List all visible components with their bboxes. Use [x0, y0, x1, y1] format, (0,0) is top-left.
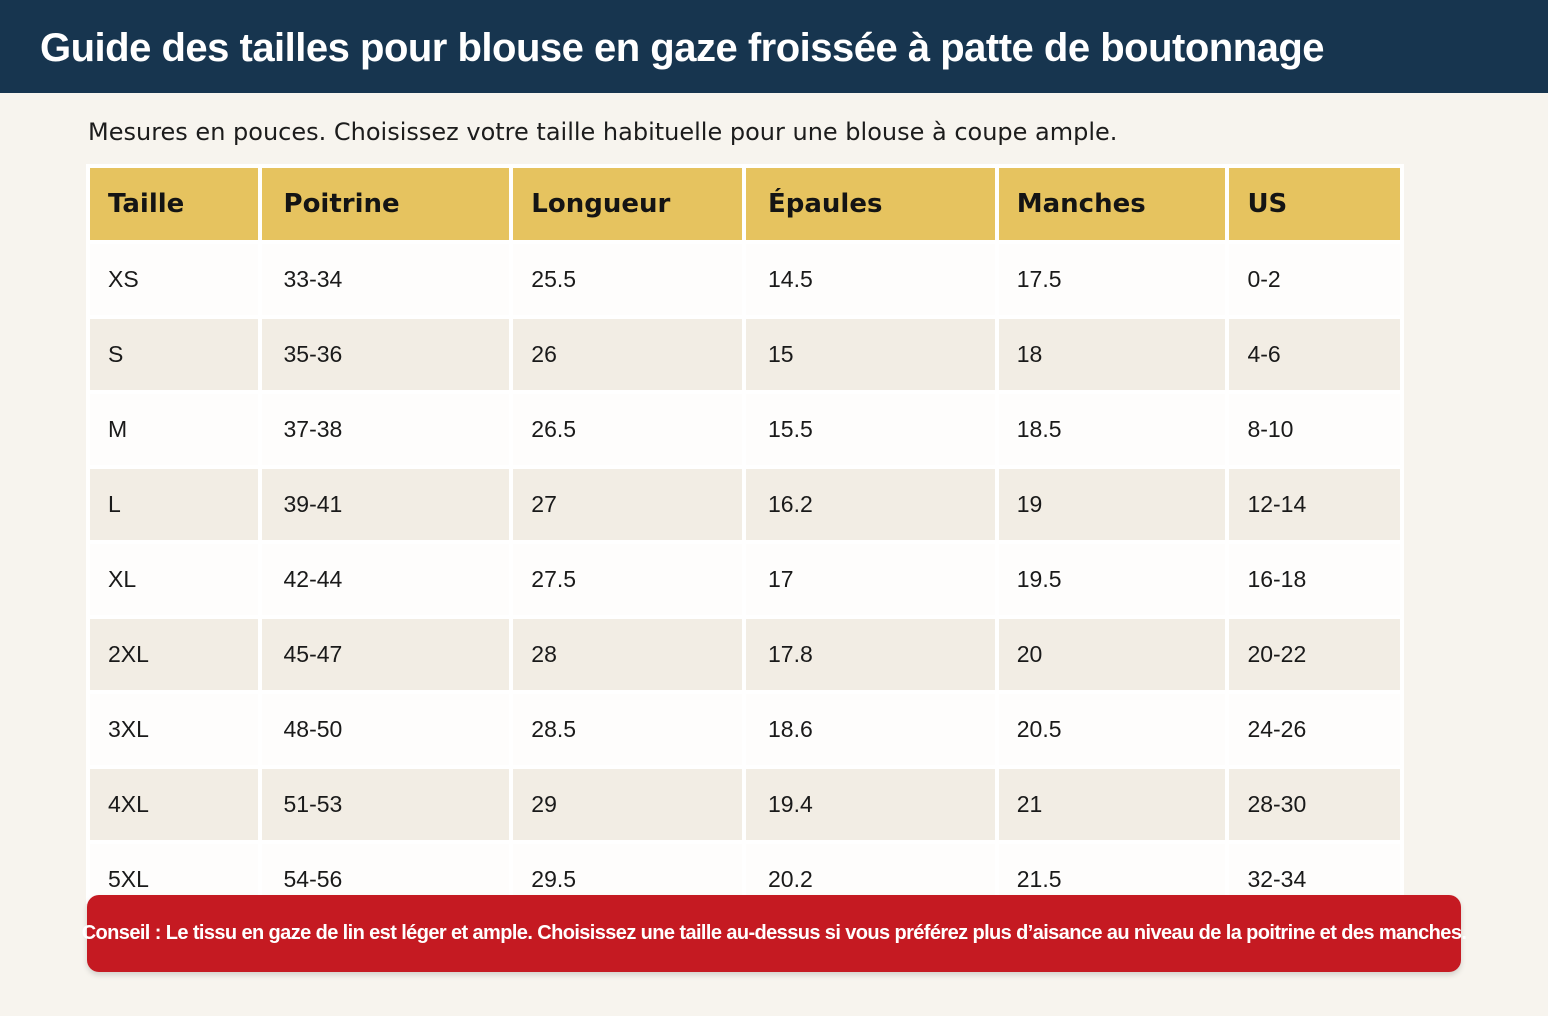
cell-taille: XS: [90, 244, 258, 315]
cell-epaules: 17: [745, 544, 995, 615]
cell-poitrine: 45-47: [261, 619, 510, 690]
cell-us: 24-26: [1229, 694, 1400, 765]
cell-manches: 21: [998, 769, 1226, 840]
cell-manches: 19: [998, 469, 1226, 540]
page-title: Guide des tailles pour blouse en gaze fr…: [40, 26, 1325, 70]
cell-poitrine: 48-50: [261, 694, 510, 765]
tip-text: Conseil : Le tissu en gaze de lin est lé…: [81, 922, 1467, 944]
cell-longueur: 27: [513, 469, 742, 540]
table-body: XS 33-34 25.5 14.5 17.5 0-2 S 35-36 26 15 18 4-6 M 37…: [90, 244, 1400, 904]
cell-taille: M: [90, 394, 258, 465]
table-row: XL 42-44 27.5 17 19.5 16-18: [90, 544, 1400, 615]
cell-epaules: 20.2: [745, 844, 995, 904]
cell-manches: 21.5: [998, 844, 1226, 904]
cell-longueur: 27.5: [513, 544, 742, 615]
table-row: M 37-38 26.5 15.5 18.5 8-10: [90, 394, 1400, 465]
cell-taille: XL: [90, 544, 258, 615]
cell-epaules: 19.4: [745, 769, 995, 840]
table-row: L 39-41 27 16.2 19 12-14: [90, 469, 1400, 540]
tip-banner: Conseil : Le tissu en gaze de lin est lé…: [82, 895, 1467, 972]
cell-us: 32-34: [1229, 844, 1400, 904]
cell-epaules: 15.5: [745, 394, 995, 465]
table-row: 2XL 45-47 28 17.8 20 20-22: [90, 619, 1400, 690]
cell-us: 16-18: [1229, 544, 1400, 615]
table-row: XS 33-34 25.5 14.5 17.5 0-2: [90, 244, 1400, 315]
cell-us: 12-14: [1229, 469, 1400, 540]
cell-poitrine: 54-56: [261, 844, 510, 904]
cell-poitrine: 42-44: [261, 544, 510, 615]
cell-longueur: 29.5: [513, 844, 742, 904]
cell-us: 20-22: [1229, 619, 1400, 690]
cell-us: 0-2: [1229, 244, 1400, 315]
cell-us: 28-30: [1229, 769, 1400, 840]
cell-us: 8-10: [1229, 394, 1400, 465]
column-header-longueur: Longueur: [513, 168, 742, 240]
cell-epaules: 17.8: [745, 619, 995, 690]
column-header-poitrine: Poitrine: [261, 168, 510, 240]
size-table-container: Taille Poitrine Longueur Épaules Manches…: [86, 164, 1404, 904]
cell-taille: 5XL: [90, 844, 258, 904]
cell-manches: 17.5: [998, 244, 1226, 315]
cell-longueur: 26: [513, 319, 742, 390]
size-table: Taille Poitrine Longueur Épaules Manches…: [86, 164, 1404, 904]
cell-poitrine: 33-34: [261, 244, 510, 315]
header-banner: Guide des tailles pour blouse en gaze fr…: [0, 0, 1548, 93]
cell-longueur: 25.5: [513, 244, 742, 315]
cell-manches: 19.5: [998, 544, 1226, 615]
cell-longueur: 28: [513, 619, 742, 690]
column-header-epaules: Épaules: [745, 168, 995, 240]
cell-poitrine: 51-53: [261, 769, 510, 840]
cell-epaules: 18.6: [745, 694, 995, 765]
column-header-taille: Taille: [90, 168, 258, 240]
cell-poitrine: 39-41: [261, 469, 510, 540]
table-row: 4XL 51-53 29 19.4 21 28-30: [90, 769, 1400, 840]
cell-epaules: 14.5: [745, 244, 995, 315]
cell-taille: 4XL: [90, 769, 258, 840]
cell-manches: 20.5: [998, 694, 1226, 765]
cell-poitrine: 37-38: [261, 394, 510, 465]
cell-manches: 20: [998, 619, 1226, 690]
page-subtitle: Mesures en pouces. Choisissez votre tail…: [88, 118, 1118, 146]
column-header-us: US: [1229, 168, 1400, 240]
cell-poitrine: 35-36: [261, 319, 510, 390]
cell-epaules: 15: [745, 319, 995, 390]
cell-taille: L: [90, 469, 258, 540]
cell-taille: 3XL: [90, 694, 258, 765]
table-row: 5XL 54-56 29.5 20.2 21.5 32-34: [90, 844, 1400, 904]
table-row: 3XL 48-50 28.5 18.6 20.5 24-26: [90, 694, 1400, 765]
cell-longueur: 28.5: [513, 694, 742, 765]
cell-longueur: 26.5: [513, 394, 742, 465]
cell-epaules: 16.2: [745, 469, 995, 540]
table-row: S 35-36 26 15 18 4-6: [90, 319, 1400, 390]
cell-longueur: 29: [513, 769, 742, 840]
cell-taille: S: [90, 319, 258, 390]
cell-manches: 18: [998, 319, 1226, 390]
cell-taille: 2XL: [90, 619, 258, 690]
column-header-manches: Manches: [998, 168, 1226, 240]
cell-manches: 18.5: [998, 394, 1226, 465]
table-header-row: Taille Poitrine Longueur Épaules Manches…: [90, 168, 1400, 240]
cell-us: 4-6: [1229, 319, 1400, 390]
